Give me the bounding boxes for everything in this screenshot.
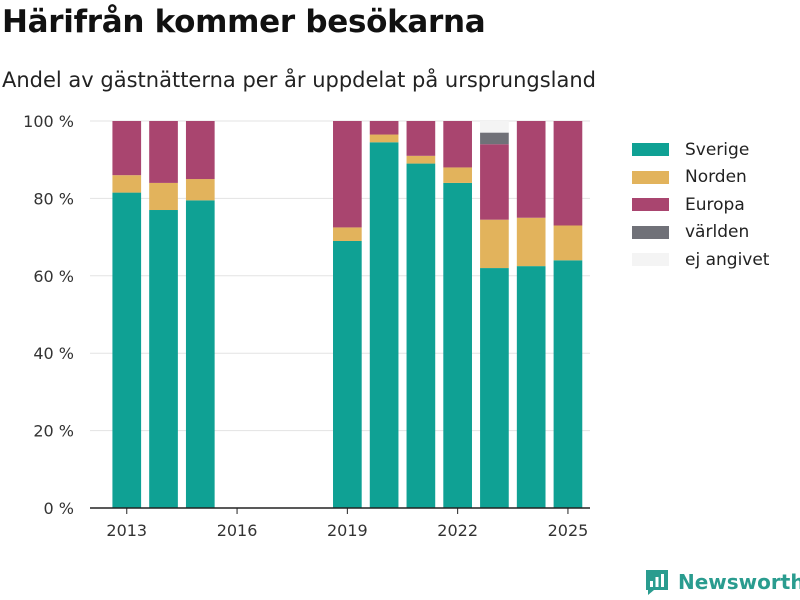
legend-label: ej angivet xyxy=(685,249,770,270)
bar-segment xyxy=(149,210,178,508)
y-tick-label: 0 % xyxy=(44,499,74,518)
bar-segment xyxy=(185,200,215,508)
legend-label: Europa xyxy=(685,194,745,215)
legend-item: världen xyxy=(632,219,769,247)
legend: Sverige Norden Europa världen ej angivet xyxy=(632,136,769,274)
legend-item: Sverige xyxy=(632,136,769,164)
brand-name: Newsworthy xyxy=(678,570,800,594)
bar-segment xyxy=(112,121,142,176)
legend-label: världen xyxy=(685,222,750,243)
y-tick-label: 80 % xyxy=(33,189,74,208)
bar-segment xyxy=(185,179,215,201)
axes: 0 % 20 % 40 % 60 % 80 % 100 % 2013 2016 2019 2022… xyxy=(23,112,590,540)
bar-segment xyxy=(149,121,178,183)
x-tick-label: 2025 xyxy=(548,521,589,540)
legend-swatch xyxy=(632,253,669,267)
legend-label: Sverige xyxy=(685,139,750,160)
bar-segment xyxy=(443,182,472,509)
y-tick-label: 100 % xyxy=(23,112,74,131)
chart-logo-icon xyxy=(646,570,668,595)
newsworthy-brand: Newsworthy xyxy=(644,568,800,596)
bar-segment xyxy=(406,121,436,156)
bar-segment xyxy=(480,144,509,220)
chart-title: Härifrån kommer besökarna xyxy=(2,4,486,40)
y-tick-label: 20 % xyxy=(33,422,74,441)
bar-segment xyxy=(369,121,399,135)
bar-segment xyxy=(480,132,509,145)
legend-item: Norden xyxy=(632,164,769,192)
bars xyxy=(112,121,583,509)
chart-subtitle: Andel av gästnätterna per år uppdelat på… xyxy=(2,68,596,92)
bar-segment xyxy=(333,240,362,508)
legend-item: Europa xyxy=(632,191,769,219)
bar-segment xyxy=(149,182,178,211)
bar-segment xyxy=(333,227,362,241)
legend-item: ej angivet xyxy=(632,246,769,274)
bar-segment xyxy=(516,266,546,508)
bar-segment xyxy=(112,192,142,508)
legend-swatch xyxy=(632,225,669,239)
bar-segment xyxy=(516,121,546,218)
bar-segment xyxy=(443,121,472,168)
y-tick-label: 40 % xyxy=(33,344,74,363)
bar-segment xyxy=(443,167,472,183)
x-tick-label: 2013 xyxy=(106,521,147,540)
x-tick-label: 2019 xyxy=(327,521,368,540)
bar-segment xyxy=(406,155,436,164)
legend-swatch xyxy=(632,143,669,157)
legend-swatch xyxy=(632,198,669,212)
legend-swatch xyxy=(632,170,669,184)
bar-segment xyxy=(553,225,583,261)
bar-segment xyxy=(553,121,583,226)
bar-segment xyxy=(369,142,399,508)
bar-segment xyxy=(369,134,399,143)
legend-label: Norden xyxy=(685,167,747,188)
x-tick-label: 2022 xyxy=(437,521,478,540)
bar-segment xyxy=(112,175,142,193)
bar-segment xyxy=(480,121,509,133)
x-tick-label: 2016 xyxy=(217,521,258,540)
bar-segment xyxy=(553,260,583,508)
bar-segment xyxy=(516,217,546,267)
bar-segment xyxy=(185,121,215,180)
bar-segment xyxy=(333,121,362,228)
y-tick-label: 60 % xyxy=(33,267,74,286)
bar-segment xyxy=(480,219,509,269)
bar-segment xyxy=(406,163,436,508)
bar-segment xyxy=(480,268,509,508)
